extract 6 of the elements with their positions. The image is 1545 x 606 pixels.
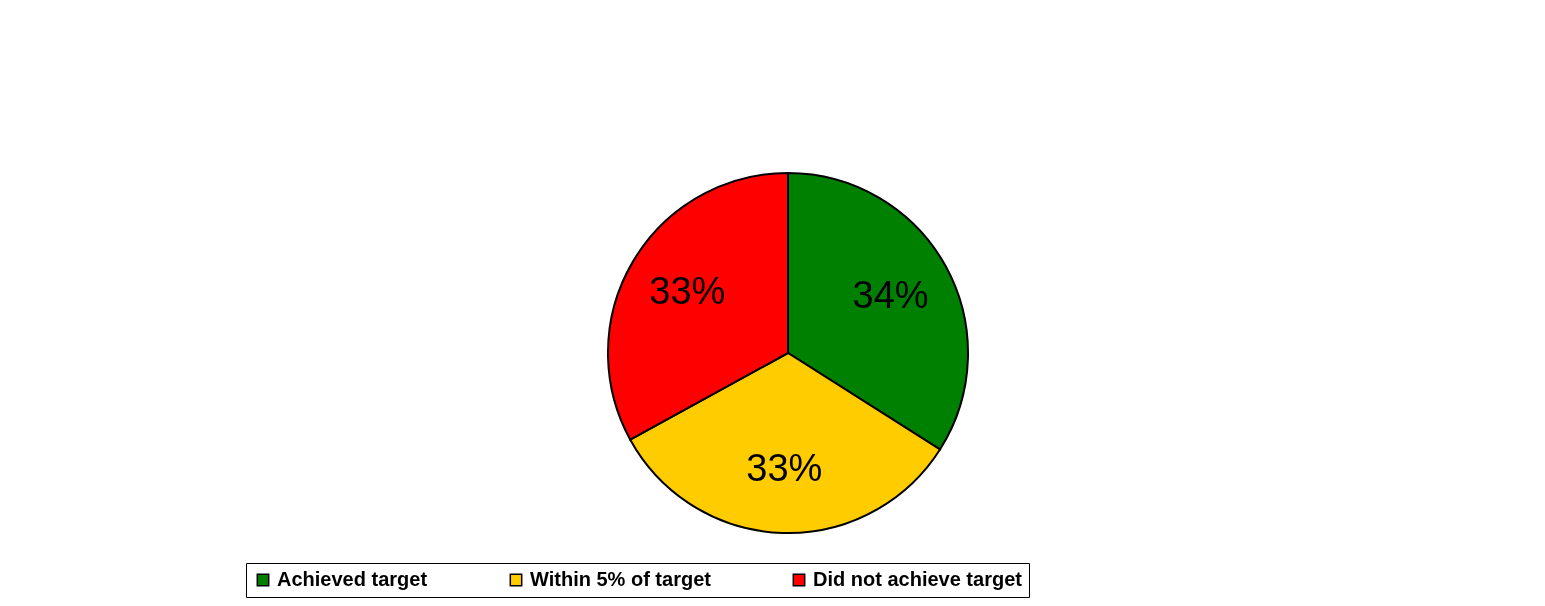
legend-label: Achieved target xyxy=(277,568,428,590)
legend-label: Did not achieve target xyxy=(813,568,1023,590)
data-label: 34% xyxy=(852,273,929,316)
legend-label: Within 5% of target xyxy=(530,568,712,590)
data-label: 33% xyxy=(746,446,823,489)
data-label: 33% xyxy=(649,270,726,313)
